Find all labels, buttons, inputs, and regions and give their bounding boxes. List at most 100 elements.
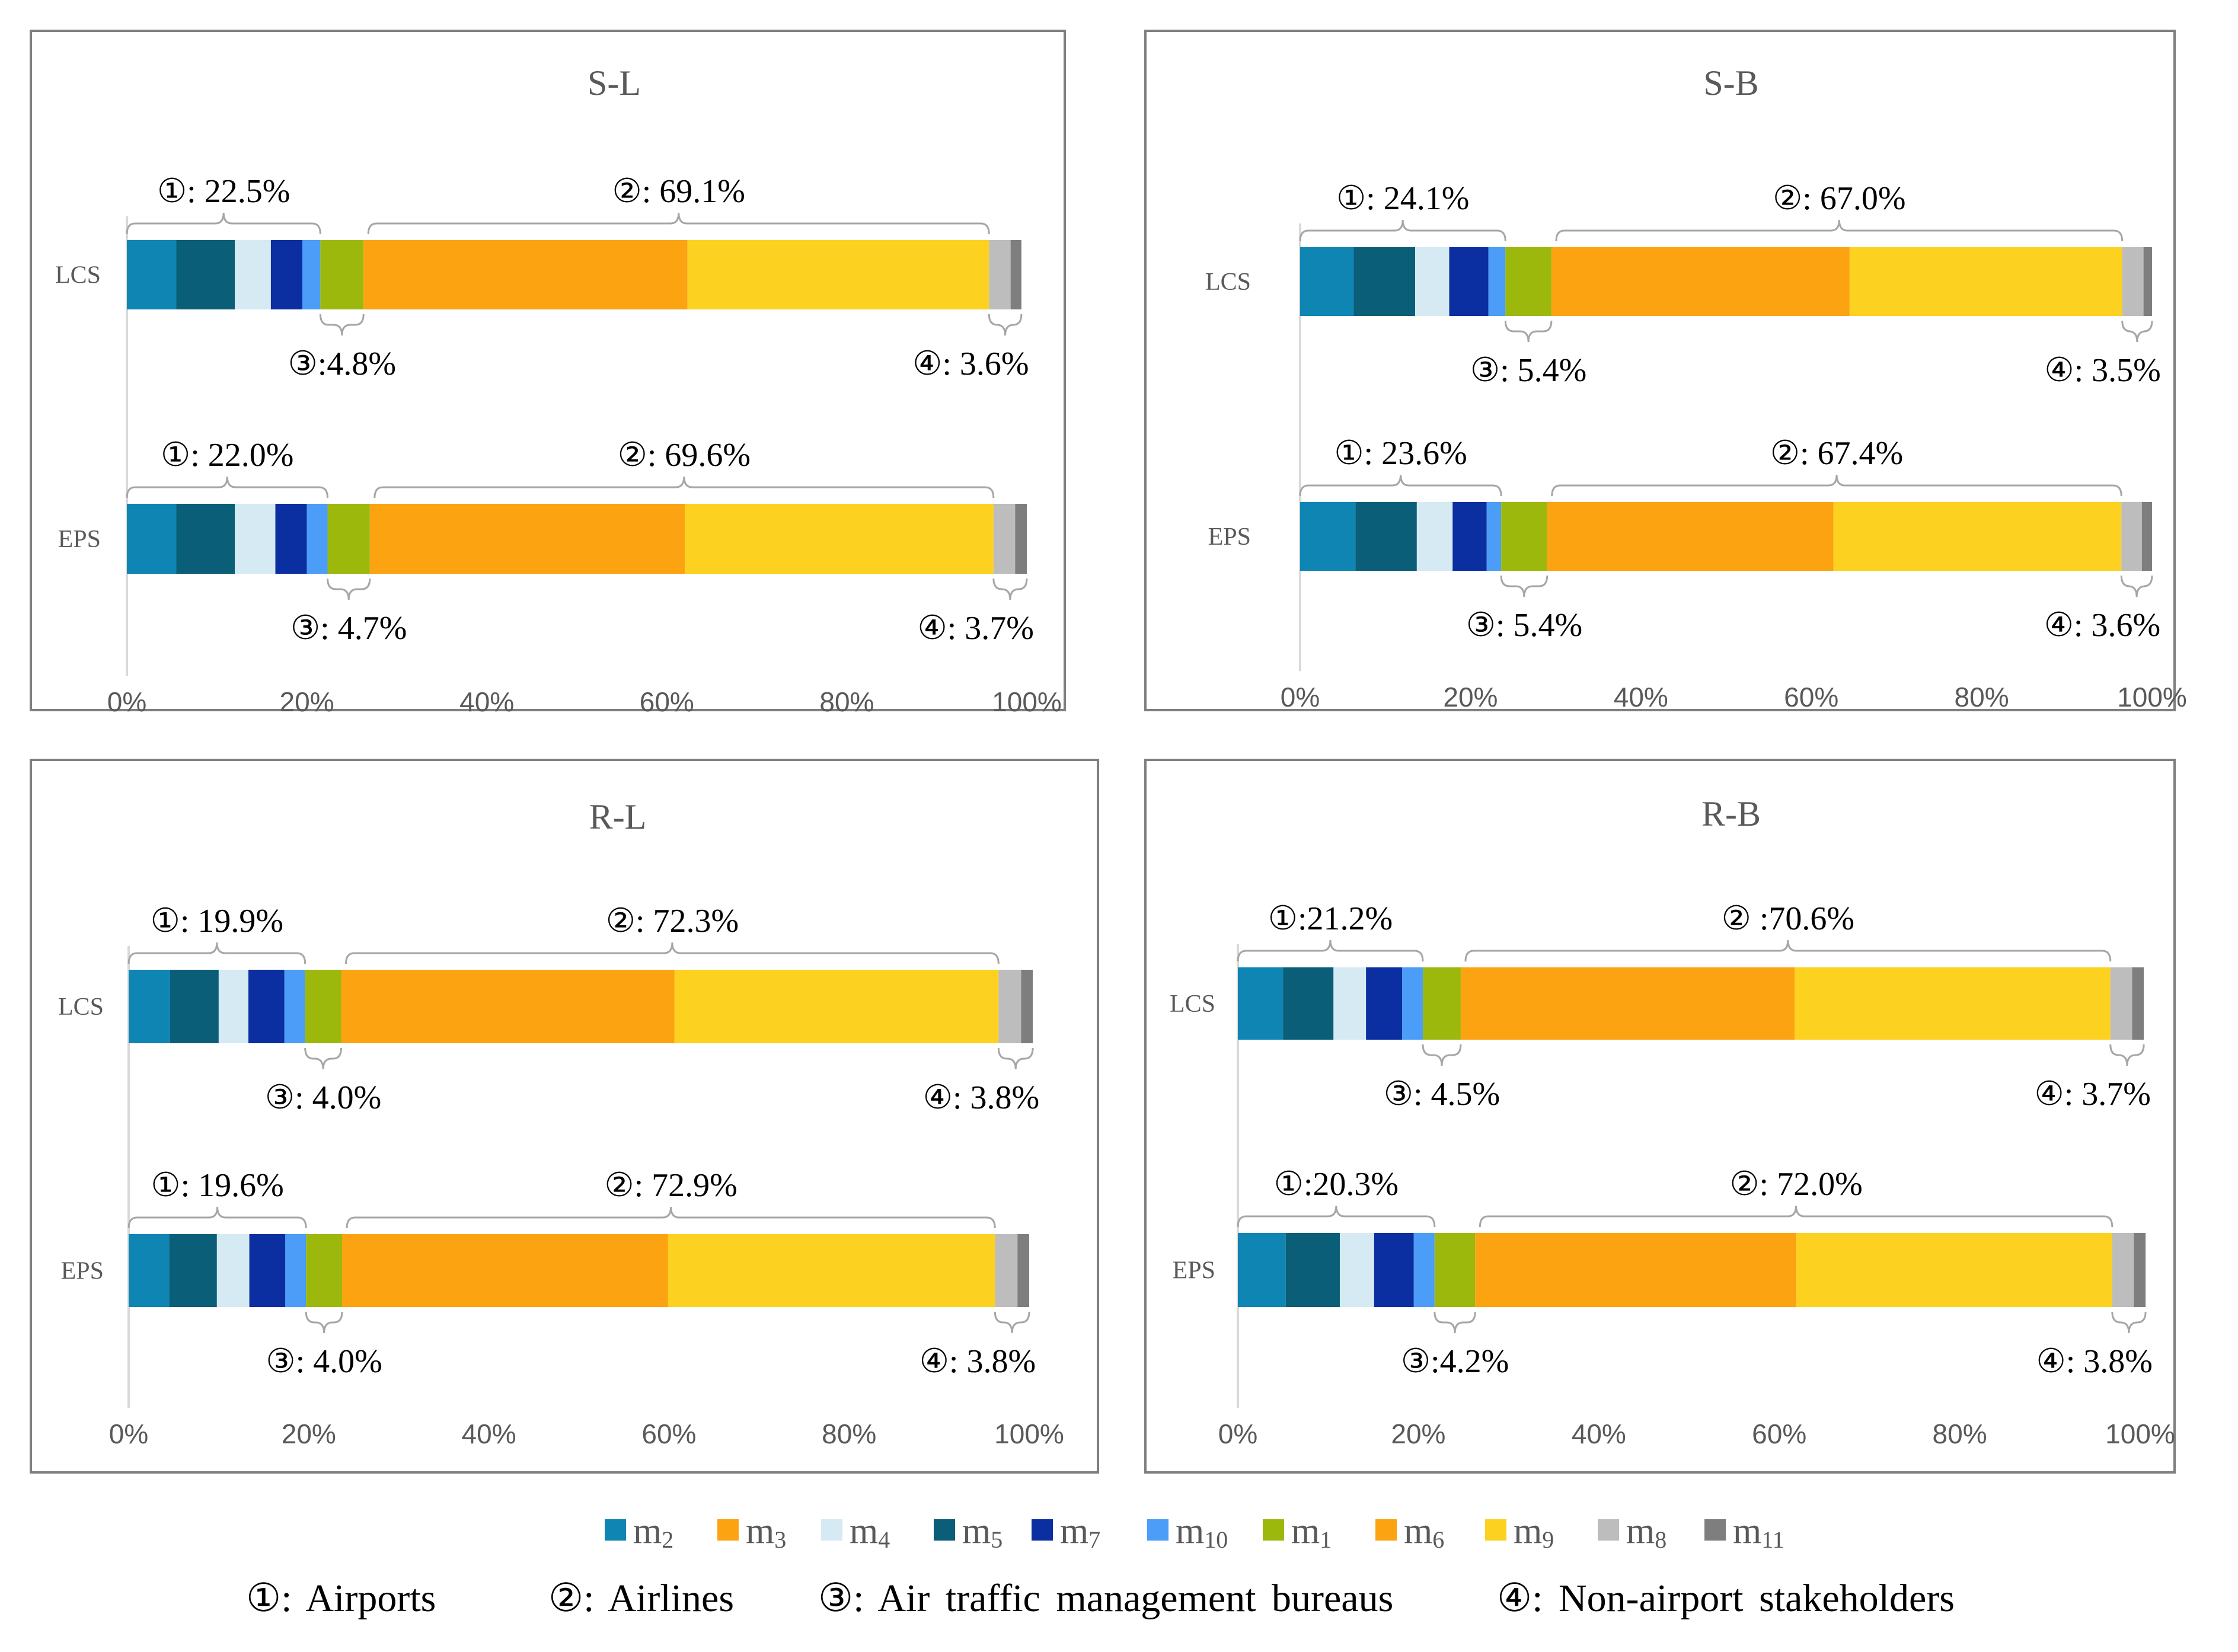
legend-swatch <box>605 1519 626 1541</box>
bar-segment-m5 <box>176 504 235 574</box>
x-tick-label: 20% <box>1443 682 1498 712</box>
bar-segment-m8 <box>998 970 1021 1043</box>
bar-segment-m11 <box>2134 1233 2146 1307</box>
group-annotation-g4: ④: 3.8% <box>2036 1343 2153 1380</box>
bar-segment-m2 <box>127 240 177 309</box>
x-tick-label: 100% <box>992 686 1062 717</box>
bar-segment-m1 <box>306 1234 343 1307</box>
panel-frame <box>30 30 1066 711</box>
group-annotation-g1: ①: 22.5% <box>157 173 290 210</box>
bar-segment-m5 <box>176 240 235 309</box>
legend: m2 m3 m4 m5 m7 m10 m1 m6 m9 m8 m11 ①: Airports ②: Ai… <box>246 1511 1955 1620</box>
category-label: LCS <box>58 993 104 1021</box>
bar-segment-m7 <box>1452 502 1487 571</box>
bar-segment-m10 <box>285 1234 307 1307</box>
brace-g1 <box>126 212 321 235</box>
group-annotation-g3: ③: 4.0% <box>266 1343 382 1380</box>
bar-segment-m11 <box>1010 240 1021 309</box>
bar-segment-m7 <box>1449 247 1489 316</box>
legend-label: m4 <box>850 1511 890 1553</box>
bar-segment-m2 <box>129 1234 170 1307</box>
bar-segment-m7 <box>275 504 307 574</box>
bar-segment-m4 <box>216 1234 250 1307</box>
category-label: EPS <box>1208 523 1251 551</box>
legend-swatch <box>717 1519 739 1541</box>
group-annotation-g2: ②: 72.3% <box>606 903 739 940</box>
x-tick-label: 80% <box>822 1418 876 1449</box>
bar-segment-m5 <box>169 1234 217 1307</box>
x-tick-label: 80% <box>1955 682 2009 712</box>
x-tick-label: 60% <box>1752 1418 1806 1449</box>
bar-segment-m8 <box>2110 967 2132 1040</box>
bar-eps: EPS ①: 23.6% ②: 67.4% ③: 5.4% ④: 3.6% <box>1208 435 2161 644</box>
legend-item-m6: m6 <box>1375 1511 1444 1553</box>
bar-segment-m1 <box>320 240 364 309</box>
category-label: LCS <box>1170 990 1215 1018</box>
chart-title: S-B <box>1703 63 1758 103</box>
brace-g2 <box>1551 474 2122 497</box>
x-tick-label: 20% <box>282 1418 336 1449</box>
bar-segment-m11 <box>2132 967 2144 1040</box>
group-annotation-g3: ③:4.2% <box>1401 1343 1509 1380</box>
group-annotation-g1: ①: 22.0% <box>161 437 293 474</box>
x-tick-label: 0% <box>107 686 146 717</box>
group-annotation-g1: ①:21.2% <box>1268 900 1393 937</box>
bar-segment-m11 <box>1015 504 1027 574</box>
legend-label: m2 <box>633 1511 673 1553</box>
brace-g4 <box>997 1047 1034 1070</box>
bar-segment-m9 <box>1849 247 2122 316</box>
x-tick-label: 80% <box>819 686 874 717</box>
legend-label: m8 <box>1626 1511 1666 1553</box>
bar-segment-m1 <box>327 504 370 574</box>
brace-g1 <box>1299 474 1502 497</box>
legend-swatch <box>1598 1519 1619 1541</box>
brace-g2 <box>344 942 1000 964</box>
bar-segment-m7 <box>248 970 285 1043</box>
legend-swatch <box>1147 1519 1169 1541</box>
x-tick-label: 100% <box>994 1418 1064 1449</box>
brace-g2 <box>1464 940 2112 962</box>
group-annotation-g2: ②: 69.1% <box>612 173 745 210</box>
group-annotation-g1: ①:20.3% <box>1274 1166 1399 1203</box>
brace-g1 <box>127 942 307 964</box>
x-tick-label: 100% <box>2117 682 2187 712</box>
group-annotation-g2: ②: 67.0% <box>1773 180 1905 217</box>
bar-segment-m6 <box>1547 502 1834 571</box>
brace-g4 <box>2120 575 2153 597</box>
legend-swatch <box>1485 1519 1506 1541</box>
group-annotation-g3: ③: 4.7% <box>290 610 407 647</box>
group-annotation-g3: ③:4.8% <box>288 346 396 382</box>
category-label: EPS <box>58 526 101 553</box>
legend-label: m10 <box>1176 1511 1228 1553</box>
panel-frame <box>1144 30 2176 711</box>
bar-segment-m5 <box>1285 1233 1340 1307</box>
brace-g3 <box>1422 1044 1462 1066</box>
bar-segment-m9 <box>685 504 994 574</box>
brace-g3 <box>1434 1311 1476 1334</box>
brace-g1 <box>126 476 329 499</box>
chart-panel-r-l: R-L 0% 20% 40% 60% 80% 100% LCS ①: 19.9% ②: 72.3%… <box>30 759 1099 1474</box>
group-annotation-g4: ④: 3.7% <box>917 610 1033 647</box>
bar-segment-m9 <box>687 240 989 309</box>
bar-segment-m9 <box>674 970 999 1043</box>
category-label: LCS <box>55 262 101 289</box>
group-annotation-g2: ②: 72.0% <box>1729 1166 1862 1203</box>
bar-segment-m1 <box>305 970 341 1043</box>
x-tick-label: 40% <box>1572 1418 1626 1449</box>
bar-segment-m4 <box>218 970 249 1043</box>
group-annotation-g3: ③: 5.4% <box>1466 607 1582 644</box>
group-annotation-g2: ②: 72.9% <box>604 1167 737 1204</box>
brace-g4 <box>2109 1044 2145 1066</box>
brace-g2 <box>1555 219 2124 242</box>
legend-label: m3 <box>746 1511 786 1553</box>
group-annotation-g4: ④: 3.6% <box>2044 607 2160 644</box>
group-annotation-g1: ①: 24.1% <box>1336 180 1469 217</box>
legend-item-m5: m5 <box>934 1511 1003 1553</box>
group-annotation-g1: ①: 19.9% <box>151 903 283 940</box>
legend-item-m4: m4 <box>821 1511 890 1553</box>
bar-segment-m11 <box>1017 1234 1029 1307</box>
bar-segment-m6 <box>1551 247 1850 316</box>
bar-segment-m9 <box>668 1234 995 1307</box>
